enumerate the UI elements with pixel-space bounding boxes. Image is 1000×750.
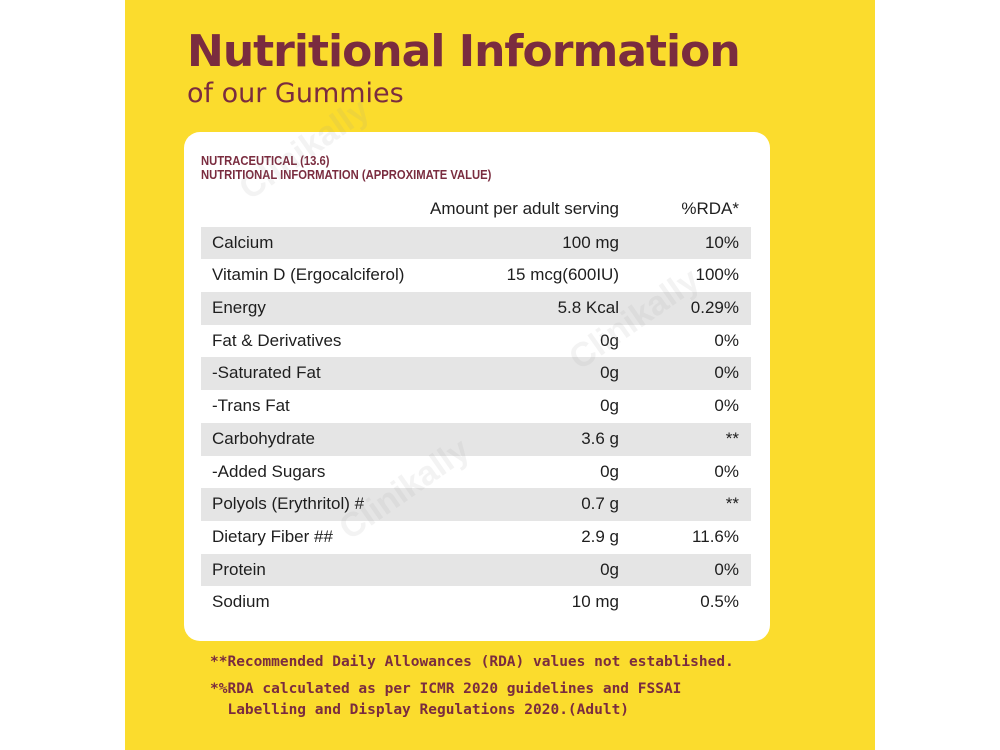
table-row: Energy 5.8 Kcal 0.29% <box>201 292 751 325</box>
table-row: Carbohydrate 3.6 g ** <box>201 422 751 456</box>
table-row: Protein 0g 0% <box>201 553 751 587</box>
row-amount: 3.6 g <box>581 428 619 448</box>
row-rda: 10% <box>704 232 739 252</box>
row-name: Protein <box>212 559 266 579</box>
yellow-panel: Nutritional Information of our Gummies N… <box>125 0 875 750</box>
table-row: Vitamin D (Ergocalciferol) 15 mcg(600IU) 1… <box>201 259 751 292</box>
row-rda: 11.6% <box>692 526 739 546</box>
table-row: -Added Sugars 0g 0% <box>201 456 751 489</box>
card-heading-line2: NUTRITIONAL INFORMATION (APPROXIMATE VAL… <box>201 168 492 182</box>
row-rda: 0% <box>714 396 739 416</box>
table-row: -Saturated Fat 0g 0% <box>201 357 751 391</box>
row-rda: ** <box>725 494 739 514</box>
table-row: Dietary Fiber ## 2.9 g 11.6% <box>201 521 751 554</box>
header-amount: Amount per adult serving <box>430 199 619 218</box>
row-name: Fat & Derivatives <box>212 330 342 350</box>
row-amount: 2.9 g <box>581 526 619 546</box>
row-amount: 0g <box>600 559 619 579</box>
row-rda: 0% <box>714 330 739 350</box>
row-rda: 0.29% <box>690 298 739 318</box>
footnote-rda-basis-line1: *%RDA calculated as per ICMR 2020 guidel… <box>210 681 682 697</box>
table-row: Sodium 10 mg 0.5% <box>201 586 751 619</box>
row-rda: ** <box>725 428 739 448</box>
row-name: Calcium <box>212 232 274 252</box>
row-amount: 10 mg <box>571 592 619 612</box>
row-name: Energy <box>212 298 266 318</box>
nutrition-table: Amount per adult serving %RDA* Calcium 10… <box>201 194 751 619</box>
row-rda: 0% <box>714 559 739 579</box>
footnote-rda-basis-line2: Labelling and Display Regulations 2020.(… <box>210 702 630 718</box>
row-rda: 0% <box>714 461 739 481</box>
row-name: -Trans Fat <box>212 396 290 416</box>
row-amount: 0g <box>600 396 619 416</box>
page-title: Nutritional Information <box>187 26 741 77</box>
card-heading: NUTRACEUTICAL (13.6) NUTRITIONAL INFORMA… <box>201 154 491 182</box>
row-amount: 0g <box>600 330 619 350</box>
row-amount: 0g <box>600 461 619 481</box>
row-amount: 100 mg <box>562 232 619 252</box>
table-row: -Trans Fat 0g 0% <box>201 390 751 423</box>
row-rda: 0.5% <box>700 592 739 612</box>
row-name: Sodium <box>212 592 270 612</box>
footnotes: **Recommended Daily Allowances (RDA) val… <box>210 652 734 721</box>
row-amount: 0g <box>600 363 619 383</box>
row-amount: 0.7 g <box>581 494 619 514</box>
table-row: Calcium 100 mg 10% <box>201 226 751 260</box>
row-name: -Saturated Fat <box>212 363 321 383</box>
row-name: Polyols (Erythritol) # <box>212 494 365 514</box>
row-name: Dietary Fiber ## <box>212 526 333 546</box>
footnote-rda-not-established: **Recommended Daily Allowances (RDA) val… <box>210 654 734 670</box>
card-heading-line1: NUTRACEUTICAL (13.6) <box>201 154 330 168</box>
table-header-row: Amount per adult serving %RDA* <box>201 194 751 227</box>
row-name: -Added Sugars <box>212 461 326 481</box>
table-row: Polyols (Erythritol) # 0.7 g ** <box>201 488 751 521</box>
nutrition-card: NUTRACEUTICAL (13.6) NUTRITIONAL INFORMA… <box>184 132 770 641</box>
row-amount: 15 mcg(600IU) <box>506 265 619 285</box>
row-name: Vitamin D (Ergocalciferol) <box>212 265 405 285</box>
row-rda: 100% <box>695 265 739 285</box>
row-rda: 0% <box>714 363 739 383</box>
row-name: Carbohydrate <box>212 428 316 448</box>
page-subtitle: of our Gummies <box>187 78 404 109</box>
table-body: Calcium 100 mg 10% Vitamin D (Ergocalcifero… <box>201 226 751 619</box>
row-amount: 5.8 Kcal <box>557 298 619 318</box>
table-row: Fat & Derivatives 0g 0% <box>201 325 751 358</box>
header-rda: %RDA* <box>681 199 739 218</box>
